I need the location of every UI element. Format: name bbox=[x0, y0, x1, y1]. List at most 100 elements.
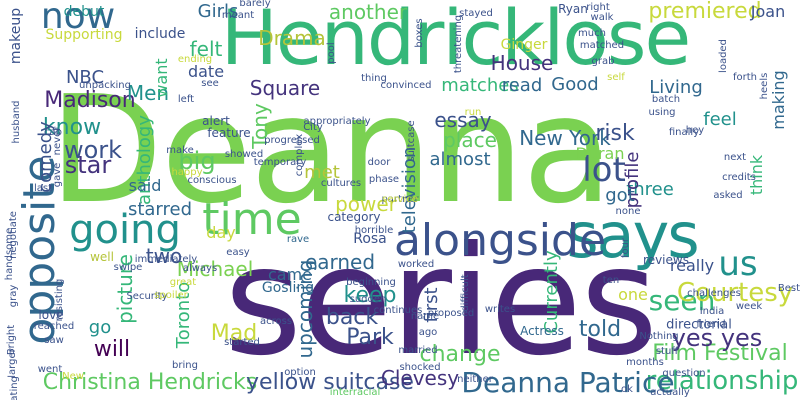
word-sudden: sudden bbox=[349, 294, 387, 305]
word-appropriately: appropriately bbox=[303, 116, 371, 127]
word-us: us bbox=[718, 244, 758, 284]
word-writes: writes bbox=[484, 304, 516, 315]
word-star: star bbox=[64, 151, 112, 179]
word-four: four bbox=[620, 237, 631, 259]
word-cab: cab bbox=[44, 127, 62, 138]
word-essay: essay bbox=[434, 108, 492, 132]
word-seen: seen bbox=[648, 284, 716, 317]
word-partner: partner bbox=[381, 194, 419, 205]
word-deanna-patrice: Deanna Patrice bbox=[461, 366, 675, 399]
word-ginger: Ginger bbox=[500, 37, 548, 53]
word-well: well bbox=[90, 250, 114, 264]
word-deanna: Deanna bbox=[48, 64, 613, 236]
word-directorial: directorial bbox=[666, 317, 732, 333]
word-alert: alert bbox=[202, 114, 230, 128]
word-new-york: New York bbox=[519, 126, 611, 150]
word-shocked: shocked bbox=[399, 362, 441, 373]
word-keep: keep bbox=[343, 283, 397, 308]
word-drama: Drama bbox=[258, 26, 326, 50]
word-rave: rave bbox=[286, 234, 310, 245]
word-time: time bbox=[202, 194, 302, 245]
word-came: came bbox=[267, 265, 313, 284]
word-barely: barely bbox=[239, 0, 271, 9]
word-park: Park bbox=[346, 325, 394, 350]
word-swipe: swipe bbox=[113, 262, 143, 273]
word-stuff: stuff bbox=[655, 346, 679, 357]
word-question: question bbox=[662, 368, 706, 379]
word-difficult: difficult bbox=[460, 274, 471, 312]
word-walk: walk bbox=[590, 12, 614, 23]
word-friend: friend bbox=[696, 319, 726, 330]
word-said: said bbox=[128, 176, 162, 195]
word-across: across bbox=[259, 316, 293, 327]
word-want: want bbox=[152, 58, 171, 98]
word-hendricklose: Hendricklose bbox=[220, 0, 691, 82]
word-ago: ago bbox=[418, 327, 438, 338]
word-showed: showed bbox=[224, 149, 264, 160]
word-know: know bbox=[42, 115, 102, 140]
word-bring: bring bbox=[172, 360, 198, 371]
word-ending: ending bbox=[177, 54, 213, 65]
word-months: months bbox=[626, 357, 664, 368]
word-negotiate: negotiate bbox=[8, 211, 19, 259]
word-met: met bbox=[304, 162, 340, 183]
word-almost: almost bbox=[429, 149, 491, 170]
word-back: back bbox=[325, 305, 379, 330]
word-include: include bbox=[134, 26, 186, 42]
word-security: Security bbox=[126, 291, 168, 302]
word-pool: pool bbox=[326, 42, 337, 64]
word-debut: debut bbox=[63, 4, 105, 20]
word-progressed: progressed bbox=[264, 135, 320, 146]
word-option: option bbox=[284, 367, 316, 378]
word-day: day bbox=[206, 223, 236, 242]
word-girls: Girls bbox=[197, 1, 239, 22]
word-yellow-suitcase: yellow suitcase bbox=[246, 370, 414, 395]
word-gave: gave bbox=[52, 162, 63, 188]
word-interracial: interracial bbox=[329, 387, 381, 398]
word-cultures: cultures bbox=[320, 178, 362, 189]
word-film-festival: Film Festival bbox=[652, 341, 788, 366]
word-heels: heels bbox=[759, 72, 770, 100]
word-continues: continues bbox=[373, 305, 423, 316]
word-none: none bbox=[615, 206, 641, 217]
word-feature: feature bbox=[207, 126, 251, 140]
word-matches: matches bbox=[441, 75, 519, 96]
word-meant: meant bbox=[221, 10, 255, 21]
word-asked: asked bbox=[713, 190, 743, 201]
word-loaded: loaded bbox=[718, 39, 729, 73]
word-gosling: Gosling bbox=[261, 280, 315, 296]
word-saw: saw bbox=[44, 335, 64, 346]
word-temporary: temporary bbox=[253, 157, 307, 168]
word-name: name bbox=[410, 311, 440, 322]
word-christina-hendricks: Christina Hendricks bbox=[42, 370, 258, 395]
word-now: now bbox=[40, 0, 116, 37]
word-courtesy: Courtesy bbox=[676, 278, 794, 308]
word-feel: feel bbox=[703, 109, 737, 130]
word-rosa: Rosa bbox=[353, 231, 387, 247]
word-gray: gray bbox=[8, 284, 19, 308]
word-read: read bbox=[501, 75, 543, 96]
word-actually: actually bbox=[650, 387, 690, 398]
word-good: Good bbox=[551, 74, 599, 95]
word-batch: batch bbox=[651, 94, 681, 105]
word-three: three bbox=[626, 179, 674, 200]
word-work: work bbox=[63, 136, 123, 164]
word-one: one bbox=[618, 285, 648, 304]
word-forth: forth bbox=[732, 72, 758, 83]
word-dating: dating bbox=[9, 376, 20, 400]
word-category: category bbox=[327, 210, 381, 224]
word-unpacking: unpacking bbox=[79, 80, 131, 91]
word-make: make bbox=[166, 145, 194, 156]
word-told: told bbox=[578, 317, 622, 342]
word-relationship: relationship bbox=[645, 366, 799, 396]
word-never: never bbox=[52, 126, 63, 156]
word-grab: grab bbox=[591, 56, 615, 67]
word-proposed: proposed bbox=[427, 308, 475, 319]
word-will: will bbox=[93, 337, 131, 362]
word-india: India bbox=[699, 306, 725, 317]
word-risk: risk bbox=[595, 121, 635, 146]
word-credits: credits bbox=[722, 172, 756, 183]
word-service: service bbox=[382, 194, 418, 205]
word-change: change bbox=[419, 342, 501, 367]
